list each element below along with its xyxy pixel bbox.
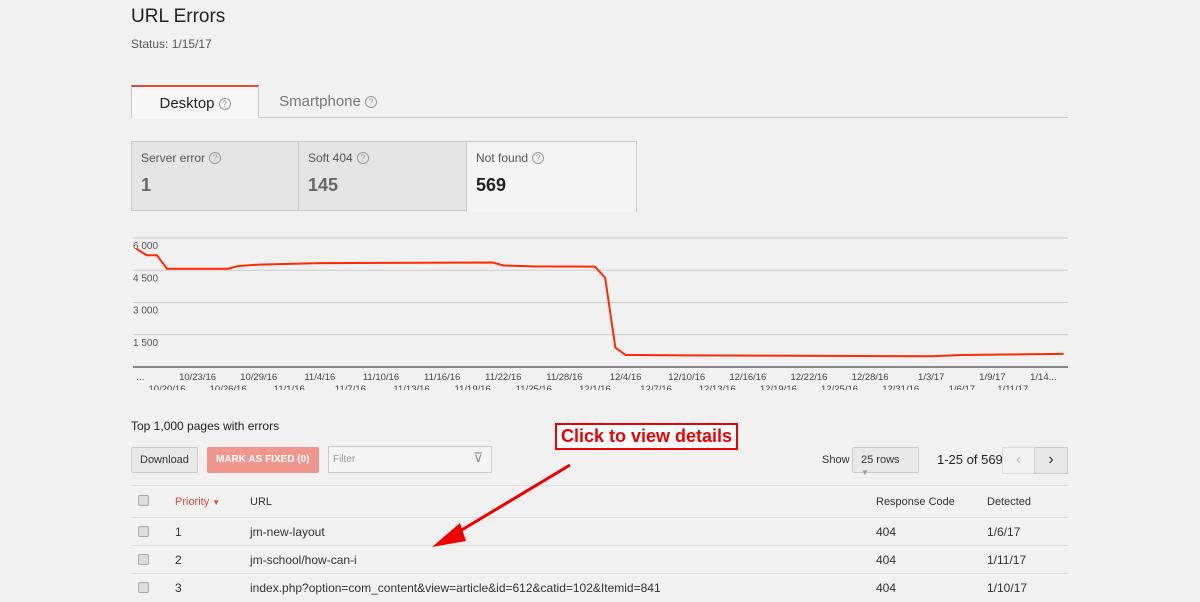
mark-as-fixed-button[interactable]: MARK AS FIXED (0) — [207, 447, 319, 473]
help-icon[interactable]: ? — [218, 98, 231, 110]
x-tick-label: 12/19/16 — [760, 384, 797, 390]
rows-select[interactable]: 25 rows ▼ — [852, 447, 919, 477]
x-tick-label: ... — [136, 372, 144, 383]
url-link[interactable]: jm-school/how-can-i — [250, 553, 357, 567]
help-icon[interactable]: ? — [209, 152, 222, 164]
url-link[interactable]: index.php?option=com_content&view=articl… — [250, 581, 661, 595]
show-label: Show — [822, 454, 850, 466]
x-tick-label: 11/10/16 — [363, 372, 399, 383]
x-tick-label: 1/14... — [1030, 372, 1056, 383]
status-text: Status: 1/15/17 — [131, 37, 212, 51]
help-icon[interactable]: ? — [364, 96, 377, 108]
table-heading: Top 1,000 pages with errors — [131, 419, 280, 433]
x-tick-label: 10/23/16 — [179, 372, 216, 383]
x-tick-label: 1/3/17 — [918, 372, 944, 383]
select-all-checkbox[interactable] — [138, 495, 149, 506]
col-detected: Detected — [987, 496, 1032, 508]
dropdown-arrow-icon: ▼ — [861, 468, 869, 477]
sort-priority[interactable]: Priority ▼ — [175, 496, 221, 508]
table-header: Priority ▼ URL Response Code Detected — [131, 485, 1068, 517]
table-row[interactable]: 1 jm-new-layout 404 1/6/17 — [131, 517, 1068, 546]
row-checkbox[interactable] — [138, 526, 149, 537]
row-checkbox[interactable] — [138, 582, 149, 593]
x-tick-label: 1/9/17 — [979, 372, 1005, 383]
x-tick-label: 12/31/16 — [882, 384, 919, 390]
x-tick-label: 12/13/16 — [699, 384, 736, 390]
x-tick-label: 11/22/16 — [485, 372, 521, 383]
next-page-button[interactable]: › — [1034, 447, 1068, 474]
table-row[interactable]: 3 index.php?option=com_content&view=arti… — [131, 573, 1068, 602]
x-tick-label: 12/1/16 — [579, 384, 611, 390]
x-tick-label: 12/28/16 — [852, 372, 889, 383]
filter-input[interactable]: Filter ⊽ — [328, 446, 492, 473]
x-tick-label: 11/28/16 — [546, 372, 582, 383]
x-tick-label: 12/7/16 — [640, 384, 672, 390]
tab-smartphone[interactable]: Smartphone? — [263, 85, 393, 118]
y-tick-label: 4 500 — [133, 273, 158, 284]
x-tick-label: 10/20/16 — [149, 384, 186, 390]
x-tick-label: 12/25/16 — [821, 384, 858, 390]
series-line — [135, 247, 1064, 358]
x-tick-label: 10/29/16 — [240, 372, 277, 383]
page-title: URL Errors — [131, 6, 226, 27]
prev-page-button[interactable]: ‹ — [1002, 447, 1035, 474]
x-tick-label: 11/7/16 — [335, 384, 366, 390]
y-tick-label: 3 000 — [133, 306, 158, 317]
col-url: URL — [250, 496, 273, 508]
card-soft-404[interactable]: Soft 404? 145 — [298, 141, 467, 211]
x-tick-label: 1/11/17 — [997, 384, 1028, 390]
x-tick-label: 12/10/16 — [668, 372, 705, 383]
x-tick-label: 1/6/17 — [949, 384, 975, 390]
pagination-range: 1-25 of 569 — [937, 452, 1003, 467]
card-not-found[interactable]: Not found? 569 — [466, 141, 637, 212]
y-tick-label: 6 000 — [133, 241, 158, 252]
filter-icon: ⊽ — [473, 450, 483, 465]
x-tick-label: 11/19/16 — [455, 384, 491, 390]
help-icon[interactable]: ? — [532, 152, 545, 164]
x-tick-label: 12/22/16 — [790, 372, 827, 383]
x-tick-label: 11/13/16 — [393, 384, 429, 390]
annotation-callout: Click to view details — [555, 423, 739, 450]
x-tick-label: 11/25/16 — [516, 384, 552, 390]
x-tick-label: 11/16/16 — [424, 372, 460, 383]
col-response-code: Response Code — [876, 496, 955, 508]
x-tick-label: 12/16/16 — [729, 372, 766, 383]
x-tick-label: 12/4/16 — [610, 372, 642, 383]
download-button[interactable]: Download — [131, 447, 198, 473]
sort-desc-icon: ▼ — [212, 498, 221, 507]
y-tick-label: 1 500 — [133, 338, 158, 349]
help-icon[interactable]: ? — [356, 152, 369, 164]
x-tick-label: 11/4/16 — [304, 372, 335, 383]
card-server-error[interactable]: Server error? 1 — [131, 141, 299, 211]
annotation-arrow-icon — [432, 463, 571, 547]
url-link[interactable]: jm-new-layout — [250, 525, 325, 539]
x-tick-label: 10/26/16 — [210, 384, 247, 390]
row-checkbox[interactable] — [138, 554, 149, 565]
device-tabs: Desktop? Smartphone? — [131, 85, 1068, 119]
tab-desktop[interactable]: Desktop? — [131, 85, 259, 119]
x-tick-label: 11/1/16 — [274, 384, 305, 390]
table-row[interactable]: 2 jm-school/how-can-i 404 1/11/17 — [131, 545, 1068, 574]
